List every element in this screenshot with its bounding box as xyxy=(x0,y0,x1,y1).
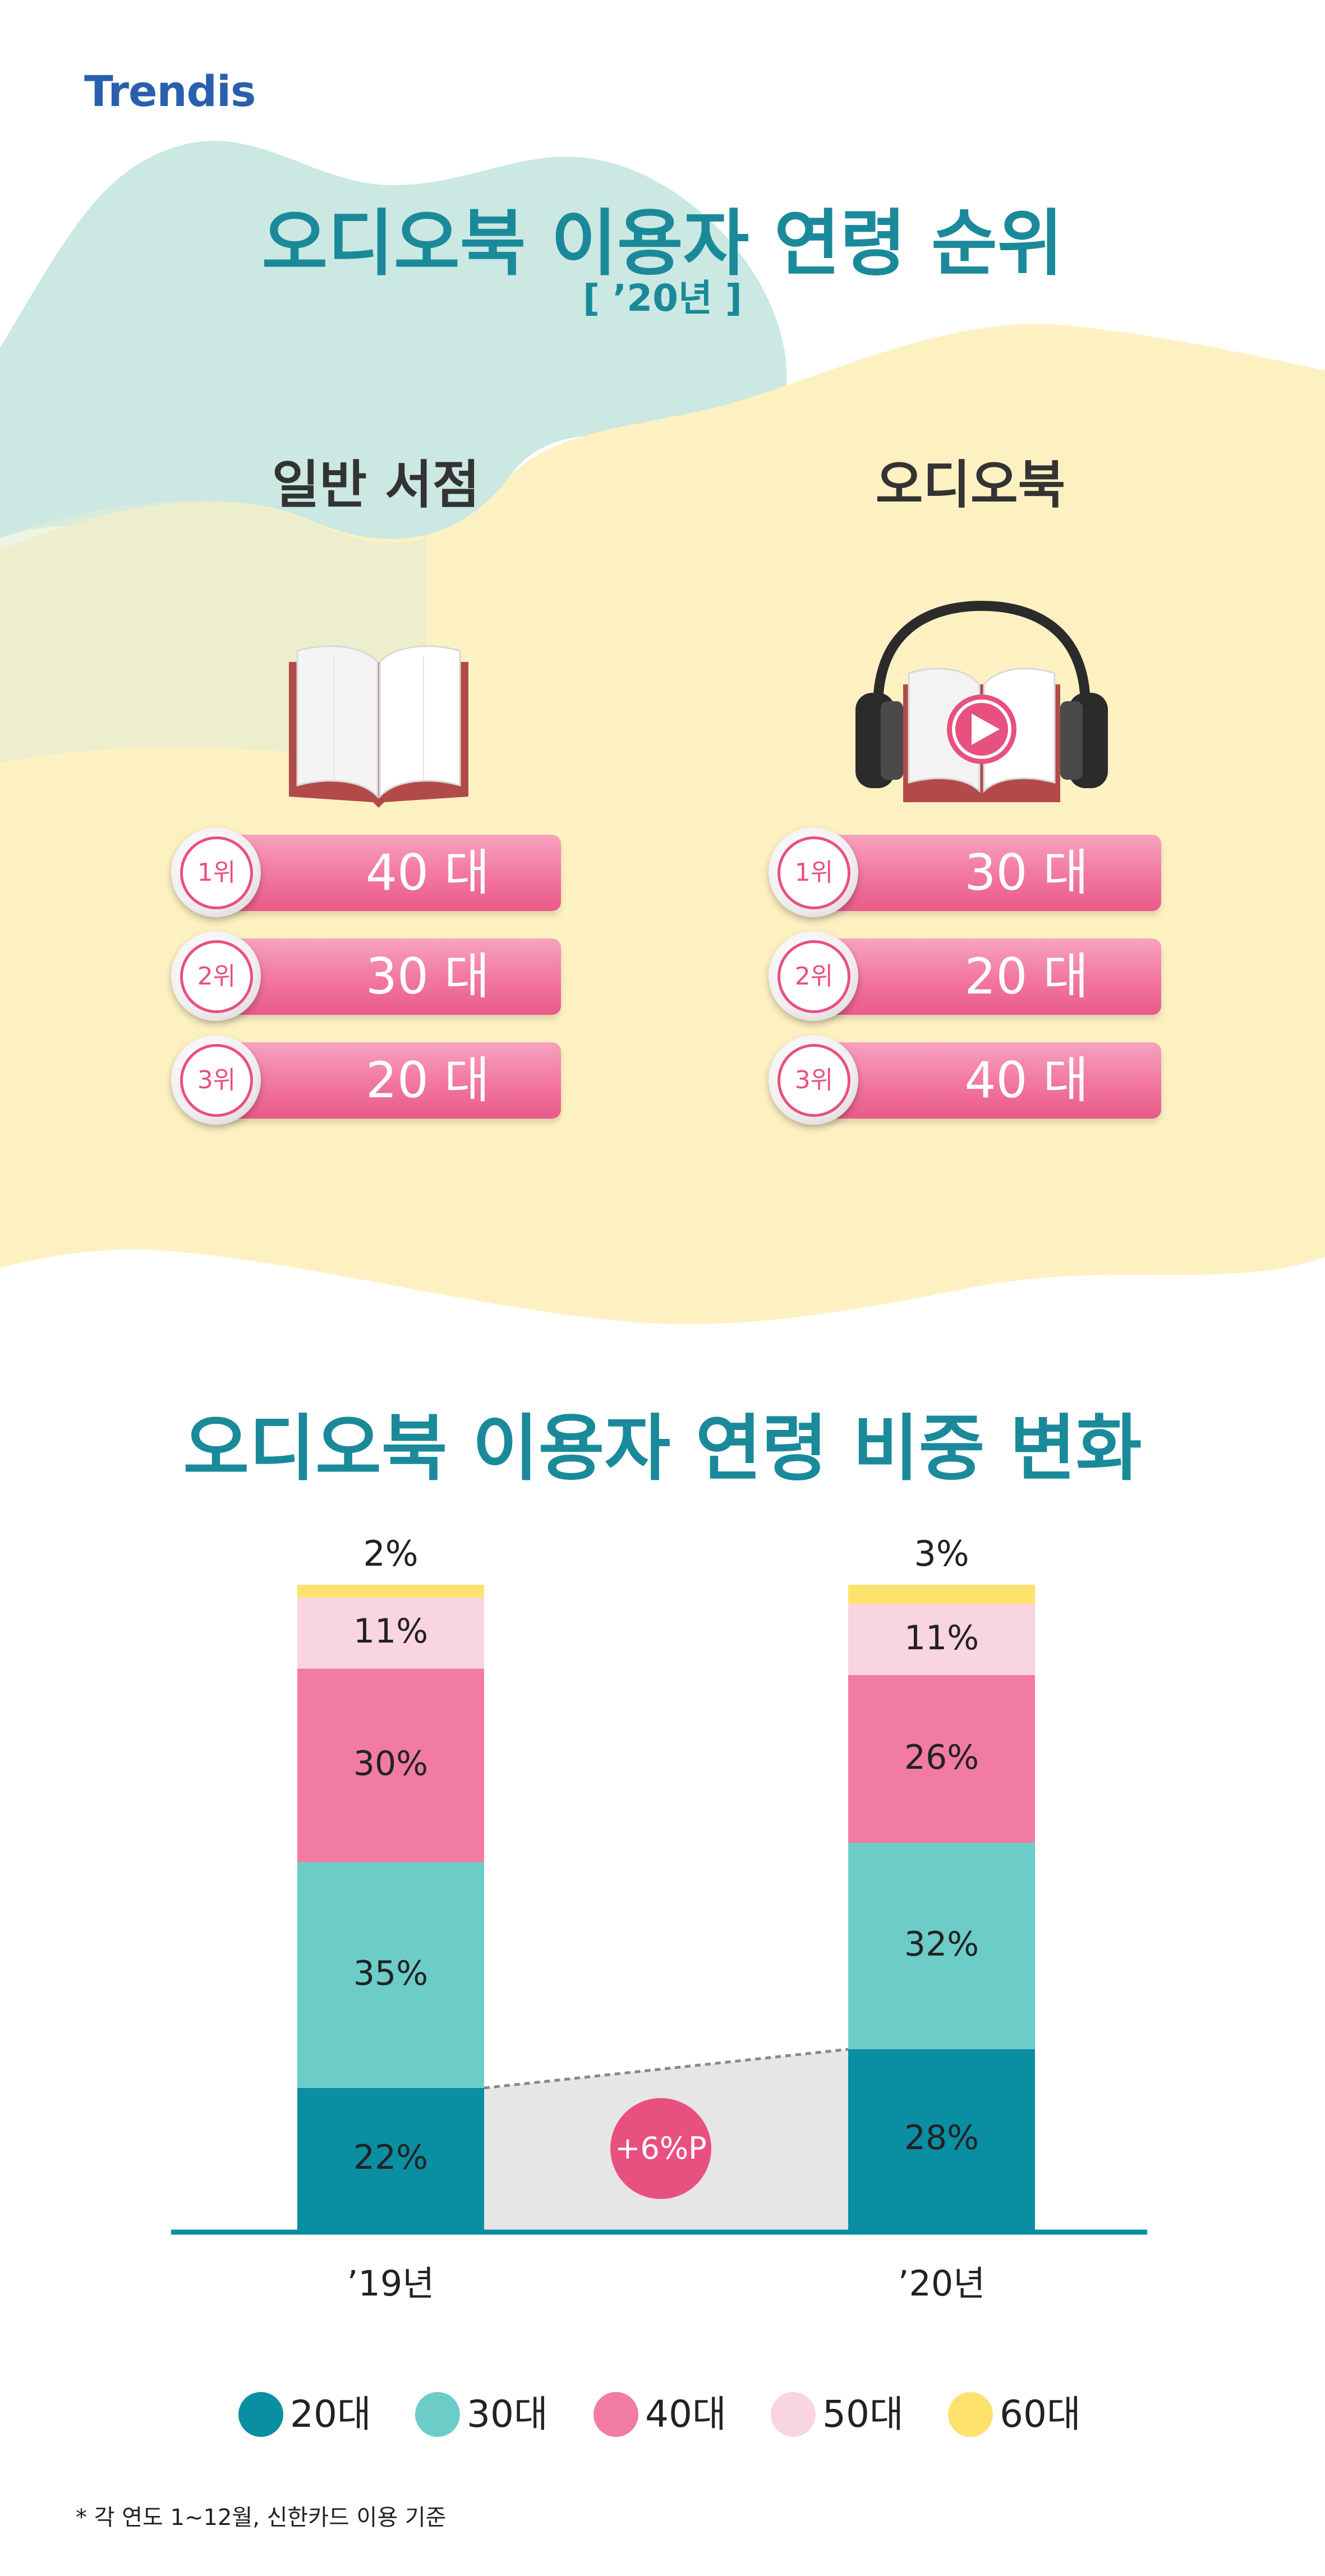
bar-segment-50대-1 xyxy=(848,1604,1035,1675)
rank-label: 2위 xyxy=(777,940,850,1013)
share-change-title: 오디오북 이용자 연령 비중 변화 xyxy=(183,1407,1142,1491)
bar-segment-30대-1 xyxy=(848,1843,1035,2049)
legend-label: 40대 xyxy=(645,2393,726,2436)
audiobook-headphones-icon xyxy=(855,600,1108,802)
segment-value-label: 26% xyxy=(904,1737,979,1777)
footnote: * 각 연도 1~12월, 신한카드 이용 기준 xyxy=(76,2505,447,2531)
stacked-bar-chart xyxy=(171,1585,1147,2235)
bar-segment-40대-1 xyxy=(848,1675,1035,1843)
bar-segment-50대-0 xyxy=(297,1598,484,1669)
segment-value-label: 11% xyxy=(353,1612,429,1652)
bar-segment-40대-0 xyxy=(297,1668,484,1862)
legend-swatch xyxy=(415,2392,460,2437)
rank-label: 3위 xyxy=(777,1044,850,1117)
legend-swatch xyxy=(948,2392,993,2437)
rank-value: 30 대 xyxy=(366,947,490,1005)
rank-value: 40 대 xyxy=(964,1051,1089,1109)
bar-segment-20대-0 xyxy=(297,2088,484,2230)
rank-label: 1위 xyxy=(777,836,850,909)
ranking-title: 오디오북 이용자 연령 순위 xyxy=(261,202,1064,286)
trendis-logo: Trendis xyxy=(84,66,256,116)
segment-value-label: 3% xyxy=(914,1533,969,1574)
column-heading-bookstore: 일반 서점 xyxy=(272,455,480,515)
legend-swatch xyxy=(771,2392,816,2437)
rank-value: 20 대 xyxy=(964,947,1089,1005)
difference-badge: +6%P xyxy=(610,2098,711,2199)
legend-swatch xyxy=(594,2392,638,2437)
rank-value: 20 대 xyxy=(366,1051,490,1109)
rank-label: 3위 xyxy=(180,1044,253,1117)
segment-value-label: 22% xyxy=(353,2137,429,2177)
rank-bar-audiobook-2: 20 대 xyxy=(797,939,1161,1015)
bar-segment-30대-0 xyxy=(297,1862,484,2088)
legend-swatch xyxy=(238,2392,283,2437)
segment-value-label: 11% xyxy=(904,1618,979,1658)
rank-badge-audiobook-1: 1위 xyxy=(769,827,858,917)
column-heading-audiobook: 오디오북 xyxy=(875,455,1066,515)
legend-label: 30대 xyxy=(467,2393,548,2436)
segment-value-label: 30% xyxy=(353,1744,429,1783)
rank-badge-bookstore-3: 3위 xyxy=(171,1035,261,1125)
rank-value: 40 대 xyxy=(366,844,490,901)
legend-label: 60대 xyxy=(1000,2393,1081,2436)
rank-label: 1위 xyxy=(180,836,253,909)
legend-label: 20대 xyxy=(290,2393,371,2436)
bar-segment-20대-1 xyxy=(848,2049,1035,2230)
segment-value-label: 35% xyxy=(353,1953,429,1993)
bar-segment-60대-0 xyxy=(297,1585,484,1598)
rank-label: 2위 xyxy=(180,940,253,1013)
x-tick-label: ’20년 xyxy=(898,2263,986,2304)
rank-value: 30 대 xyxy=(964,844,1089,901)
open-book-icon xyxy=(289,645,468,808)
change-connector-line xyxy=(484,2048,849,2090)
rank-badge-bookstore-2: 2위 xyxy=(171,931,261,1021)
bar-segment-60대-1 xyxy=(848,1585,1035,1604)
segment-value-label: 32% xyxy=(904,1925,979,1964)
x-tick-label: ’19년 xyxy=(347,2263,435,2304)
legend-label: 50대 xyxy=(822,2393,904,2436)
ranking-year-subtitle: [ ’20년 ] xyxy=(583,277,742,320)
rank-badge-audiobook-2: 2위 xyxy=(769,931,858,1021)
rank-badge-audiobook-3: 3위 xyxy=(769,1035,858,1125)
rank-badge-bookstore-1: 1위 xyxy=(171,827,261,917)
segment-value-label: 2% xyxy=(363,1533,418,1574)
segment-value-label: 28% xyxy=(904,2118,979,2158)
